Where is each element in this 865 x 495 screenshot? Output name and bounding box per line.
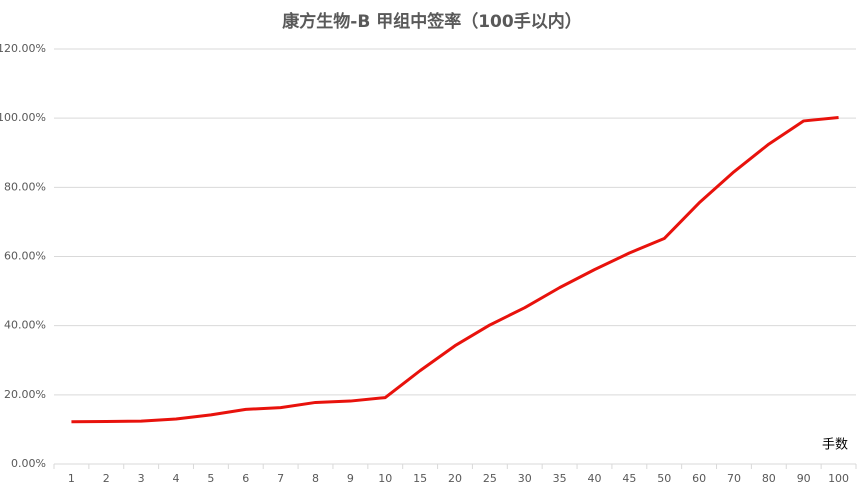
y-tick-label: 40.00% <box>4 319 46 332</box>
x-tick-label: 45 <box>622 472 636 485</box>
x-tick-label: 4 <box>173 472 180 485</box>
data-line <box>71 115 839 424</box>
x-tick-label: 20 <box>448 472 462 485</box>
y-tick-label: 100.00% <box>0 111 46 124</box>
chart-title: 康方生物-B 甲组中签率（100手以内） <box>282 11 581 32</box>
y-tick-label: 20.00% <box>4 388 46 401</box>
y-tick-label: 60.00% <box>4 250 46 263</box>
y-tick-label: 120.00% <box>0 42 46 55</box>
y-tick-label: 80.00% <box>4 180 46 193</box>
x-tick-label: 1 <box>68 472 75 485</box>
y-tick-label: 0.00% <box>11 457 46 470</box>
x-tick-label: 50 <box>657 472 671 485</box>
x-tick-label: 15 <box>413 472 427 485</box>
x-tick-label: 2 <box>103 472 110 485</box>
x-tick-label: 5 <box>207 472 214 485</box>
x-tick-label: 7 <box>277 472 284 485</box>
x-tick-label: 8 <box>312 472 319 485</box>
x-tick-label: 3 <box>138 472 145 485</box>
x-tick-label: 6 <box>242 472 249 485</box>
x-tick-label: 90 <box>797 472 811 485</box>
x-tick-label: 9 <box>347 472 354 485</box>
x-axis-label: 手数 <box>822 438 848 453</box>
x-tick-label: 30 <box>518 472 532 485</box>
x-tick-label: 60 <box>692 472 706 485</box>
x-tick-label: 35 <box>553 472 567 485</box>
x-tick-label: 25 <box>483 472 497 485</box>
x-tick-label: 10 <box>378 472 392 485</box>
x-tick-label: 70 <box>727 472 741 485</box>
x-tick-label: 100 <box>828 472 849 485</box>
x-tick-label: 40 <box>587 472 601 485</box>
x-tick-label: 80 <box>762 472 776 485</box>
